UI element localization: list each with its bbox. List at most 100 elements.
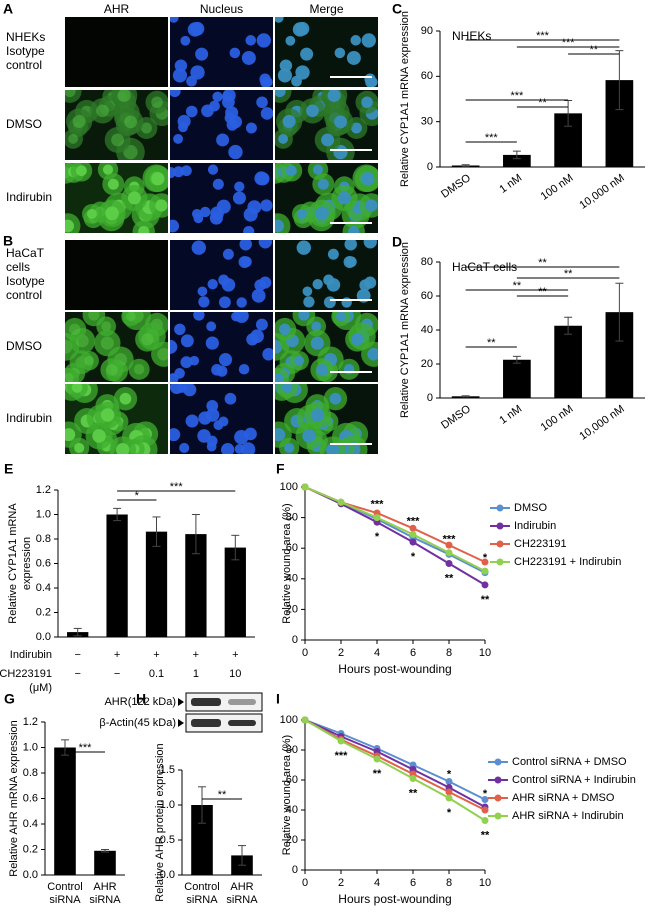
nucleus <box>345 256 357 268</box>
x-tick-label: 1 nM <box>497 403 524 427</box>
y-tick-label: 20 <box>286 603 298 615</box>
cell-core <box>69 323 81 336</box>
nucleus <box>224 392 237 405</box>
x-tick-label: Control <box>184 881 219 893</box>
micrograph <box>65 240 168 310</box>
point <box>445 549 453 557</box>
nucleus <box>303 296 315 308</box>
row-cell: 1 <box>193 668 199 680</box>
row-cell: + <box>153 649 159 661</box>
y-axis-label: Relative AHR mRNA expression <box>8 720 20 877</box>
nucleus <box>246 333 259 346</box>
nucleus <box>336 312 346 322</box>
nucleus <box>221 278 236 292</box>
nucleus <box>245 35 256 46</box>
legend-label: Control siRNA + DMSO <box>512 756 627 768</box>
x-tick-label: 10,000 nM <box>577 172 626 212</box>
significance-label: *** <box>510 90 524 102</box>
cell-core <box>133 364 145 375</box>
significance-label: *** <box>371 499 385 511</box>
blot-label: AHR(122 kDa) <box>104 696 176 708</box>
cell-body <box>100 358 124 382</box>
nucleus <box>310 408 325 422</box>
y-tick-label: 20 <box>286 834 298 846</box>
nucleus <box>334 47 346 59</box>
row-label: control <box>6 58 42 72</box>
nucleus <box>222 248 234 260</box>
cell-core <box>157 347 168 361</box>
nucleus <box>315 206 329 221</box>
cell-core <box>116 443 130 454</box>
micrograph <box>275 17 378 87</box>
significance-label: * <box>447 768 452 780</box>
y-tick-label: 0.0 <box>36 631 51 643</box>
nucleus <box>364 73 376 85</box>
micrograph <box>170 90 273 160</box>
legend-marker <box>494 758 502 766</box>
significance-label: ** <box>538 286 547 298</box>
cell-body <box>94 329 121 357</box>
nucleus <box>279 323 291 336</box>
nucleus <box>350 122 362 134</box>
nucleus <box>189 355 200 366</box>
y-tick-label: 90 <box>421 25 433 37</box>
x-tick-label: DMSO <box>439 403 473 432</box>
nucleus <box>300 47 314 61</box>
nucleus <box>282 114 296 128</box>
micrograph <box>275 312 378 382</box>
row-label: Isotype <box>6 274 45 288</box>
point <box>301 483 309 491</box>
cell-core <box>76 165 87 177</box>
significance-label: *** <box>562 37 576 49</box>
y-axis-label: Relative CYP1A1 mRNA expression <box>399 11 411 187</box>
cell-core <box>107 178 119 190</box>
nucleus <box>170 428 181 442</box>
cell-core <box>86 208 97 219</box>
nucleus <box>239 240 252 251</box>
image-bg <box>170 17 273 87</box>
significance-label: ** <box>564 268 573 280</box>
x-tick-label: 100 nM <box>539 403 576 434</box>
nucleus <box>317 178 329 190</box>
bar <box>145 531 168 637</box>
cell-core <box>74 442 85 453</box>
legend-label: CH223191 <box>514 538 567 550</box>
nucleus <box>255 318 268 331</box>
cell-core <box>151 96 163 109</box>
nucleus <box>298 312 310 321</box>
nucleus <box>229 47 241 59</box>
nucleus <box>312 164 324 175</box>
row-label: DMSO <box>6 117 42 131</box>
nucleus <box>180 356 193 369</box>
cell-core <box>100 408 115 422</box>
image-bg <box>65 240 168 310</box>
nucleus <box>197 429 211 443</box>
x-tick-label: 2 <box>338 647 344 659</box>
significance-label: * <box>483 788 488 800</box>
nucleus <box>286 165 297 177</box>
cell-body <box>65 367 79 382</box>
nucleus <box>221 443 235 454</box>
y-tick-label: 1.2 <box>36 484 51 496</box>
x-tick-label: siRNA <box>89 894 121 906</box>
nucleus <box>206 321 217 332</box>
cell-core <box>140 122 152 134</box>
nucleus <box>205 336 219 350</box>
nucleus <box>275 373 284 382</box>
nucleus <box>240 442 256 454</box>
cell-body <box>89 98 116 124</box>
micrograph <box>170 384 273 454</box>
nucleus <box>285 35 296 46</box>
panel-label: D <box>392 234 402 250</box>
point <box>445 541 453 549</box>
row-label: Isotype <box>6 44 45 58</box>
y-tick-label: 60 <box>286 774 298 786</box>
micrograph <box>170 312 273 382</box>
y-tick-label: 60 <box>421 70 433 82</box>
nucleus <box>213 420 224 431</box>
nucleus <box>210 206 224 221</box>
panel-label: B <box>3 233 13 249</box>
significance-label: * <box>135 490 140 502</box>
nucleus <box>275 17 284 23</box>
